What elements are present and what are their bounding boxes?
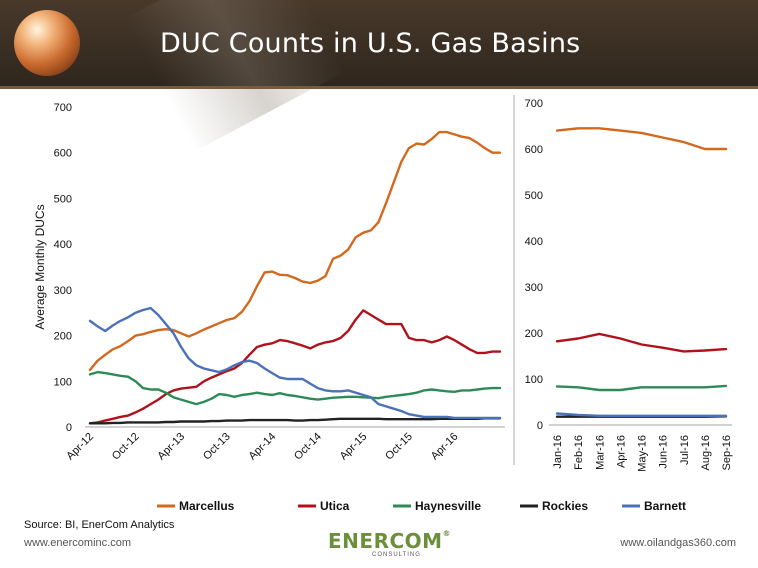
legend-label-marcellus: Marcellus [179,499,235,513]
left-y-tick-label: 500 [54,193,72,205]
right-series-line-barnett [555,412,728,417]
right-y-tick-label: 400 [525,236,543,248]
right-y-tick-label: 500 [525,190,543,202]
left-x-tick-label: Apr-15 [338,431,370,463]
left-x-tick-label: Apr-12 [64,431,96,463]
right-y-tick-label: 300 [525,282,543,294]
left-x-tick-label: Oct-12 [110,431,142,463]
right-y-tick-label: 600 [525,144,543,156]
left-y-axis-label: Average Monthly DUCs [33,204,47,329]
left-x-tick-label: Oct-14 [292,431,324,463]
oilandgas360-url[interactable]: www.oilandgas360.com [620,537,736,549]
enercom-url[interactable]: www.enercominc.com [24,537,131,549]
left-series-line-barnett [88,306,502,420]
right-y-tick-label: 700 [525,98,543,110]
right-x-tick-label: Sep-16 [721,435,733,470]
right-y-tick-label: 100 [525,374,543,386]
legend-label-rockies: Rockies [542,499,588,513]
logo-subtitle: CONSULTING [372,552,421,558]
source-note: Source: BI, EnerCom Analytics [24,519,175,531]
left-series-line-marcellus [88,130,502,372]
left-series-line-haynesville [88,370,502,406]
left-x-tick-label: Apr-16 [429,431,461,463]
left-x-tick-label: Oct-15 [383,431,415,463]
right-series-line-utica [555,332,728,353]
right-x-tick-label: Mar-16 [594,435,606,470]
enercom-wordmark-logo: ENERCOM® [328,529,452,553]
legend-label-haynesville: Haynesville [415,499,481,513]
left-y-tick-label: 0 [66,422,72,434]
right-x-tick-label: May-16 [637,435,649,472]
left-x-tick-label: Apr-14 [247,431,279,463]
left-series-line-rockies [88,417,502,425]
right-series-line-haynesville [555,384,728,392]
legend-label-barnett: Barnett [644,499,686,513]
right-x-tick-label: Aug-16 [700,435,712,470]
left-x-tick-label: Oct-13 [201,431,233,463]
right-x-tick-label: Jul-16 [679,435,691,465]
slide-title: DUC Counts in U.S. Gas Basins [160,28,581,59]
legend-label-utica: Utica [320,499,350,513]
right-y-tick-label: 200 [525,328,543,340]
enercom-globe-logo-icon [14,10,80,76]
left-y-tick-label: 700 [54,102,72,114]
left-y-tick-label: 200 [54,331,72,343]
left-x-tick-label: Apr-13 [155,431,187,463]
left-series-line-utica [88,309,502,425]
right-x-tick-label: Jun-16 [658,435,670,469]
right-series-line-marcellus [555,127,728,151]
right-x-tick-label: Jan-16 [552,435,564,469]
right-x-tick-label: Apr-16 [615,435,627,468]
logo-name: ENERCOM [328,529,443,553]
left-y-tick-label: 100 [54,376,72,388]
left-y-tick-label: 600 [54,148,72,160]
right-x-tick-label: Feb-16 [573,435,585,470]
header-underline [0,86,758,89]
left-y-tick-label: 300 [54,285,72,297]
left-y-tick-label: 400 [54,239,72,251]
right-y-tick-label: 0 [537,420,543,432]
header-bar: DUC Counts in U.S. Gas Basins [0,0,758,152]
